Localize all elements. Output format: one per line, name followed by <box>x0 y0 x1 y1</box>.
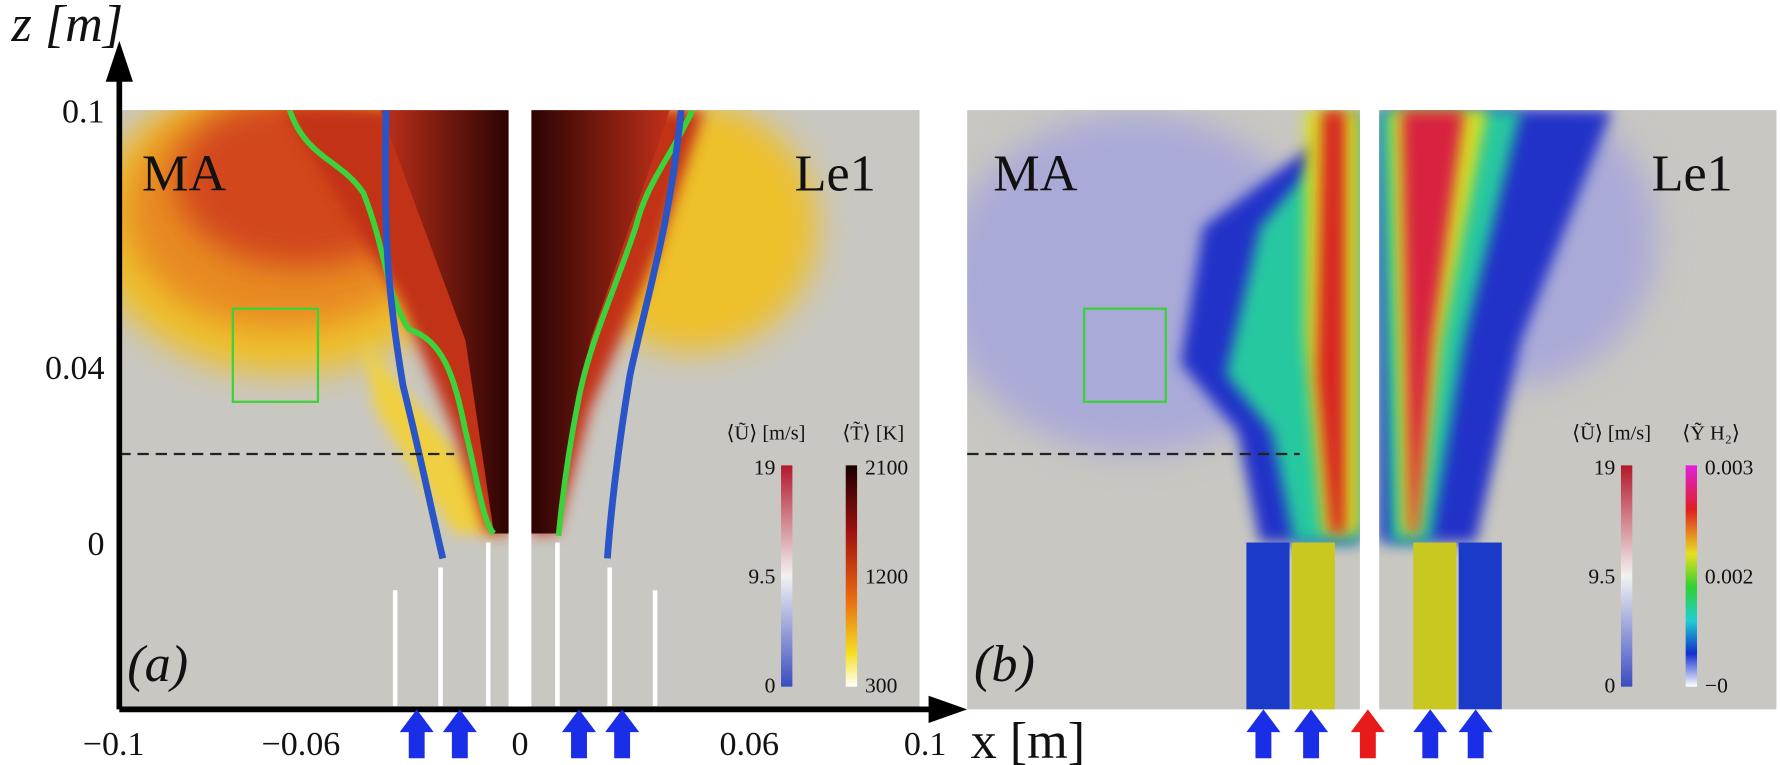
x-axis-label: x [m] <box>971 712 1086 765</box>
shape: 19 9.5 0 <box>748 455 775 697</box>
label: 19 <box>754 455 776 479</box>
shape <box>399 709 434 759</box>
label: 0.04 <box>45 350 105 387</box>
label: −0.1 <box>83 726 145 763</box>
jet-walls-a <box>392 542 658 706</box>
inset-box-a <box>231 307 320 403</box>
shape <box>442 709 477 759</box>
label: ⟨Ũ⟩ [m/s] <box>727 420 806 444</box>
label: MA <box>993 145 1077 203</box>
shape <box>1246 709 1281 759</box>
label: ⟨T̃⟩ [K] <box>842 420 904 444</box>
label: (b) <box>974 635 1035 693</box>
label: 1200 <box>865 564 908 588</box>
inlet-arrows <box>399 709 1493 759</box>
label: 300 <box>865 673 897 697</box>
y-axis-label: z [m] <box>10 0 123 53</box>
label: 0 <box>1604 673 1615 697</box>
shape <box>380 110 509 534</box>
shape: 2100 1200 300 <box>865 455 908 697</box>
label: (a) <box>127 635 188 693</box>
label: −0 <box>1705 673 1728 697</box>
shape <box>1413 542 1457 710</box>
shape <box>1350 709 1385 759</box>
contour-a-right <box>531 110 818 559</box>
label: 2100 <box>865 455 908 479</box>
label: 0 <box>765 673 776 697</box>
shape <box>561 709 597 759</box>
shape <box>531 110 670 534</box>
label: ⟨Ỹ H₂⟩ <box>1682 420 1740 444</box>
shape <box>928 695 968 724</box>
shape <box>1458 542 1502 710</box>
label: MA <box>142 145 226 203</box>
label: −0.06 <box>262 726 341 763</box>
shape <box>1401 110 1465 534</box>
label: 0.002 <box>1705 564 1753 588</box>
shape <box>555 110 696 536</box>
shape <box>1291 542 1335 710</box>
shape <box>1294 709 1329 759</box>
label: 0 <box>88 526 105 563</box>
label: 9.5 <box>748 564 775 588</box>
shape <box>381 110 447 560</box>
label: 19 <box>1594 455 1616 479</box>
colorbar-b-u <box>1620 465 1633 687</box>
inset-box-b <box>1082 307 1167 403</box>
colorbar-a-t <box>845 465 858 687</box>
shape <box>1413 709 1448 759</box>
colorbar-b-y <box>1685 465 1697 687</box>
shape <box>399 709 1493 759</box>
contour-b-right <box>1379 110 1658 710</box>
shape <box>286 110 497 536</box>
label: 9.5 <box>1588 564 1615 588</box>
label: Le1 <box>795 145 876 203</box>
shape: 19 9.5 0 <box>1588 455 1615 697</box>
label: 0.1 <box>62 94 105 131</box>
shape: 0.003 0.002 −0 <box>1705 455 1753 697</box>
contour-a-left <box>119 110 509 560</box>
label: 0 <box>511 726 528 763</box>
shape <box>105 40 133 82</box>
shape <box>363 340 500 534</box>
label: Le1 <box>1652 145 1733 203</box>
y-ticks: 0.1 0.04 0 <box>45 94 105 563</box>
contour-b-left <box>967 110 1360 710</box>
label: 0.1 <box>904 726 947 763</box>
label: 0.003 <box>1705 455 1753 479</box>
shape <box>605 709 640 759</box>
x-ticks: −0.1 −0.06 0 0.06 0.1 <box>83 726 947 763</box>
shape <box>1316 110 1346 534</box>
label: 0.06 <box>719 726 779 763</box>
shape <box>1246 542 1290 710</box>
shape <box>603 110 685 559</box>
label: ⟨Ũ⟩ [m/s] <box>1572 420 1651 444</box>
axes <box>105 40 968 724</box>
colorbar-a-u <box>781 465 793 687</box>
shape <box>1458 709 1493 759</box>
